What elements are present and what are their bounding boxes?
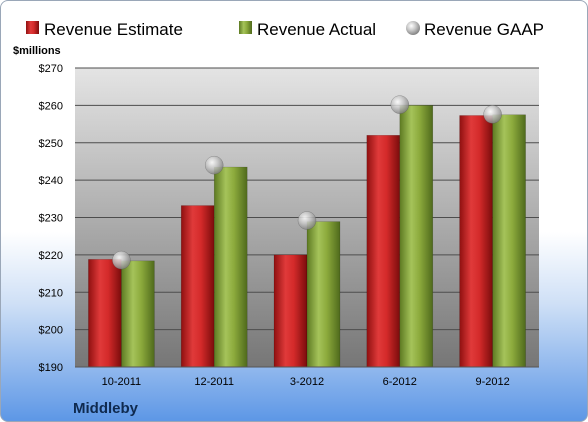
y-axis-ticks: $190 $200 $210 $220 $230 $240 $250 $260 $270	[39, 63, 63, 374]
legend-item-actual: Revenue Actual	[239, 20, 376, 39]
y-tick-label: $200	[39, 325, 63, 337]
legend: Revenue Estimate Revenue Actual Revenue …	[26, 20, 544, 39]
bars	[88, 105, 526, 368]
bar-actual	[121, 260, 155, 368]
legend-label-actual: Revenue Actual	[257, 20, 376, 39]
legend-swatch-estimate	[26, 21, 39, 34]
x-tick-label: 3-2012	[290, 376, 324, 388]
legend-swatch-gaap	[406, 21, 420, 35]
marker-gaap	[483, 105, 502, 124]
bar-actual	[399, 105, 434, 368]
x-tick-label: 10-2011	[102, 376, 142, 388]
legend-item-estimate: Revenue Estimate	[26, 20, 183, 39]
bar-actual	[306, 221, 341, 368]
x-axis-ticks: 10-2011 12-2011 3-2012 6-2012 9-2012	[102, 376, 510, 388]
bar-actual	[492, 114, 526, 368]
company-name: Middleby	[73, 400, 139, 417]
y-tick-label: $240	[39, 175, 63, 187]
legend-label-gaap: Revenue GAAP	[424, 20, 544, 39]
y-tick-label: $270	[39, 63, 63, 75]
marker-gaap	[204, 155, 224, 175]
bar-estimate	[273, 254, 308, 368]
x-tick-label: 9-2012	[475, 376, 509, 388]
legend-label-estimate: Revenue Estimate	[44, 20, 183, 39]
marker-gaap	[390, 95, 410, 114]
y-tick-label: $190	[39, 362, 63, 374]
bar-actual	[213, 166, 248, 368]
gaap-markers	[112, 95, 502, 270]
bar-estimate	[366, 135, 401, 368]
bar-estimate	[459, 115, 493, 368]
y-tick-label: $250	[39, 138, 63, 150]
marker-gaap	[297, 211, 317, 230]
legend-item-gaap: Revenue GAAP	[406, 20, 544, 39]
bar-estimate	[88, 259, 122, 368]
marker-gaap	[112, 250, 131, 270]
y-tick-label: $260	[39, 100, 63, 112]
y-tick-label: $220	[39, 250, 63, 262]
legend-swatch-actual	[239, 21, 252, 34]
y-tick-label: $210	[39, 287, 63, 299]
y-tick-label: $230	[39, 213, 63, 225]
x-tick-label: 12-2011	[194, 376, 234, 388]
y-axis-unit-label: $millions	[13, 45, 61, 57]
bar-estimate	[180, 205, 215, 368]
x-tick-label: 6-2012	[383, 376, 417, 388]
